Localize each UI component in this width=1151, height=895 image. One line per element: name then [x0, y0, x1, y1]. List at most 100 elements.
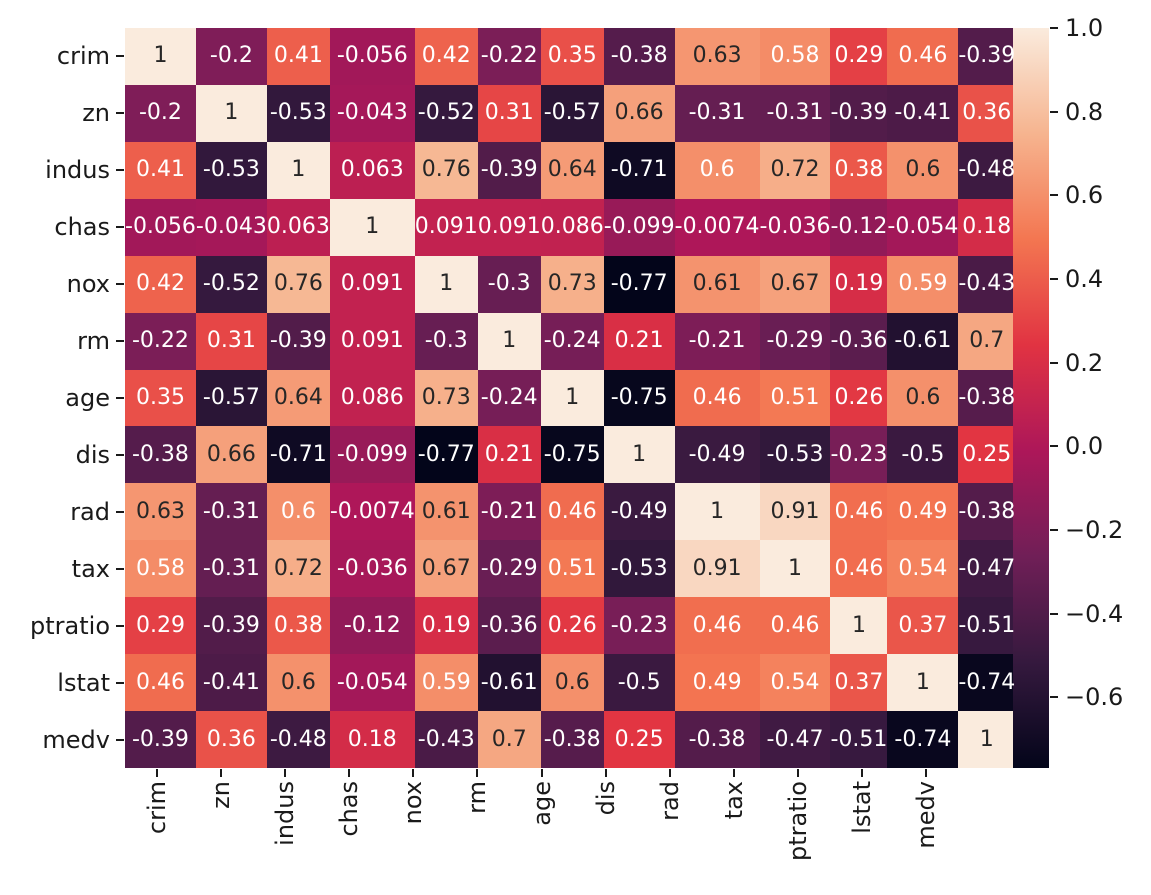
heatmap-cell-age-age: 1	[540, 369, 604, 427]
cell-value: -0.53	[610, 555, 668, 581]
cell-value: -0.39	[480, 157, 538, 183]
cell-value: -0.75	[543, 441, 601, 467]
heatmap-cell-lstat-zn: -0.41	[195, 654, 267, 712]
heatmap-cell-medv-crim: -0.39	[125, 711, 196, 768]
colorbar-tickmark	[1050, 696, 1058, 699]
cell-value: 0.46	[135, 669, 185, 695]
heatmap-cell-indus-tax: 0.72	[759, 141, 831, 199]
y-tickmark	[116, 340, 124, 343]
cell-value: 0.18	[347, 726, 397, 752]
cell-value: -0.53	[202, 157, 260, 183]
cell-value: 0.51	[770, 384, 820, 410]
heatmap-cell-lstat-indus: 0.6	[266, 654, 330, 712]
heatmap-cell-chas-zn: -0.043	[195, 198, 267, 256]
heatmap-cell-chas-nox: 0.091	[414, 198, 478, 256]
cell-value: -0.53	[766, 441, 824, 467]
heatmap-cell-zn-zn: 1	[195, 84, 267, 142]
colorbar-tickmark	[1050, 528, 1058, 531]
y-tick-label-lstat: lstat	[57, 668, 110, 697]
cell-value: 1	[502, 328, 517, 354]
cell-value: -0.77	[610, 271, 668, 297]
heatmap-cell-nox-age: 0.73	[540, 255, 604, 313]
heatmap-cell-indus-nox: 0.76	[414, 141, 478, 199]
heatmap-cell-medv-age: -0.38	[540, 711, 604, 768]
cell-value: 0.086	[340, 384, 404, 410]
cell-value: 0.21	[484, 441, 534, 467]
cell-value: 0.25	[962, 441, 1012, 467]
cell-value: -0.38	[131, 441, 189, 467]
heatmap-cell-ptratio-ptratio: 1	[830, 597, 888, 655]
x-tick-label-ptratio: ptratio	[783, 781, 812, 861]
x-tickmark	[860, 769, 863, 777]
heatmap-cell-rm-age: -0.24	[540, 312, 604, 370]
heatmap-cell-dis-tax: -0.53	[759, 426, 831, 484]
heatmap-cell-nox-lstat: 0.59	[887, 255, 959, 313]
heatmap-cell-medv-ptratio: -0.51	[830, 711, 888, 768]
cell-value: -0.2	[209, 43, 253, 69]
heatmap-cell-rad-tax: 0.91	[759, 483, 831, 541]
cell-value: -0.74	[958, 669, 1016, 695]
heatmap-cell-zn-chas: -0.043	[329, 84, 415, 142]
cell-value: 0.091	[477, 214, 541, 240]
cell-value: -0.48	[269, 726, 327, 752]
cell-value: -0.51	[830, 726, 888, 752]
cell-value: 0.6	[905, 157, 941, 183]
heatmap-cell-rm-dis: 0.21	[603, 312, 675, 370]
cell-value: 0.66	[614, 100, 664, 126]
cell-value: 0.063	[340, 157, 404, 183]
x-tick-label-tax: tax	[719, 781, 748, 820]
x-tickmark	[156, 769, 159, 777]
cell-value: 0.6	[699, 157, 735, 183]
cell-value: 0.61	[692, 271, 742, 297]
heatmap-cell-indus-rm: -0.39	[477, 141, 541, 199]
cell-value: -0.36	[480, 612, 538, 638]
cell-value: 0.6	[905, 384, 941, 410]
cell-value: -0.054	[887, 214, 959, 240]
y-tick-label-tax: tax	[71, 554, 110, 583]
cell-value: 0.091	[414, 214, 478, 240]
cell-value: 0.091	[340, 328, 404, 354]
colorbar-tickmark	[1050, 277, 1058, 280]
heatmap-cell-rm-chas: 0.091	[329, 312, 415, 370]
cell-value: 0.54	[770, 669, 820, 695]
y-tick-label-nox: nox	[66, 270, 110, 299]
cell-value: -0.21	[480, 498, 538, 524]
heatmap-cell-crim-tax: 0.58	[759, 28, 831, 85]
y-tickmark	[116, 397, 124, 399]
cell-value: -0.49	[688, 441, 746, 467]
cell-value: 1	[915, 669, 930, 695]
heatmap-cell-lstat-age: 0.6	[540, 654, 604, 712]
heatmap-cell-tax-tax: 1	[759, 540, 831, 598]
heatmap-cell-chas-medv: 0.18	[958, 198, 1016, 256]
y-tickmark	[116, 453, 124, 456]
heatmap-cell-tax-nox: 0.67	[414, 540, 478, 598]
cell-value: -0.43	[417, 726, 475, 752]
cell-value: 0.46	[898, 43, 948, 69]
heatmap-cell-nox-crim: 0.42	[125, 255, 196, 313]
cell-value: 0.73	[421, 384, 471, 410]
heatmap-cell-crim-rm: -0.22	[477, 28, 541, 85]
y-tick-label-medv: medv	[42, 725, 110, 754]
cell-value: 0.42	[421, 43, 471, 69]
colorbar-tick-label-0.6: 0.6	[1065, 181, 1104, 210]
cell-value: 1	[439, 271, 454, 297]
heatmap-cell-tax-ptratio: 0.46	[830, 540, 888, 598]
heatmap-cell-crim-rad: 0.63	[674, 28, 760, 85]
cell-value: 0.51	[547, 555, 597, 581]
heatmap-cell-indus-age: 0.64	[540, 141, 604, 199]
colorbar-tick-label-0.8: 0.8	[1065, 97, 1104, 126]
cell-value: -0.61	[894, 328, 952, 354]
heatmap-cell-age-lstat: 0.6	[887, 369, 959, 427]
heatmap-cell-rm-ptratio: -0.36	[830, 312, 888, 370]
cell-value: 0.46	[834, 555, 884, 581]
colorbar-tick-label-1.0: 1.0	[1065, 14, 1104, 42]
cell-value: -0.3	[424, 328, 468, 354]
cell-value: 0.42	[135, 271, 185, 297]
heatmap-cell-zn-nox: -0.52	[414, 84, 478, 142]
heatmap-cell-indus-indus: 1	[266, 141, 330, 199]
heatmap-cell-rad-nox: 0.61	[414, 483, 478, 541]
cell-value: -0.39	[202, 612, 260, 638]
heatmap-cell-crim-nox: 0.42	[414, 28, 478, 85]
y-tickmark	[116, 567, 124, 570]
cell-value: 0.41	[135, 157, 185, 183]
